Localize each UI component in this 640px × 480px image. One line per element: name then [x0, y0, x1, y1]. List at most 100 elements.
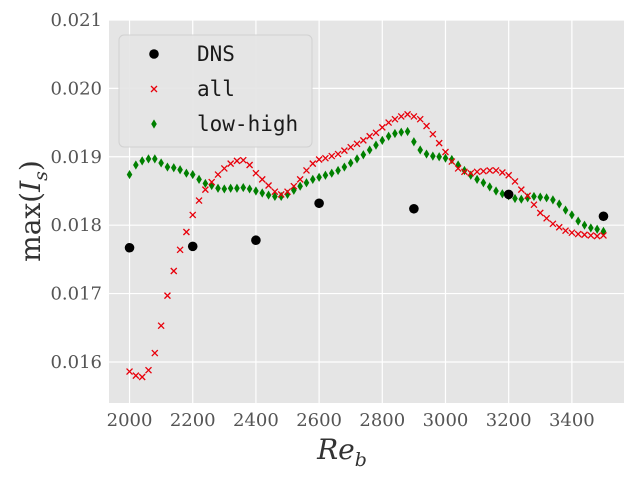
- x-tick-label: 2000: [107, 410, 153, 431]
- x-tick-label: 2400: [233, 410, 279, 431]
- data-point: [556, 199, 563, 209]
- data-point: [550, 195, 556, 205]
- data-point: [479, 167, 487, 175]
- x-tick-label: 2800: [359, 410, 405, 431]
- data-point: [454, 164, 462, 172]
- data-point: [253, 186, 259, 196]
- legend-item: all: [150, 77, 235, 101]
- data-point: [493, 186, 499, 196]
- data-point: [581, 220, 588, 230]
- data-point: [296, 175, 304, 183]
- series-all: [126, 110, 607, 381]
- y-tick-label: 0.016: [50, 352, 102, 373]
- data-point: [215, 183, 221, 193]
- data-point: [196, 174, 202, 184]
- data-point: [436, 152, 442, 162]
- data-point: [334, 150, 342, 158]
- data-point: [574, 230, 582, 238]
- data-point: [372, 129, 380, 137]
- data-point: [473, 168, 481, 176]
- data-point: [251, 235, 261, 246]
- data-point: [347, 158, 354, 168]
- data-point: [531, 191, 537, 202]
- data-point: [328, 168, 335, 178]
- data-point: [423, 122, 430, 130]
- data-point: [549, 220, 557, 228]
- data-point: [379, 135, 386, 145]
- data-point: [385, 131, 392, 141]
- data-point: [303, 178, 310, 188]
- data-point: [598, 211, 609, 222]
- data-point: [126, 368, 133, 375]
- series-DNS: [124, 189, 609, 253]
- data-point: [151, 349, 159, 357]
- y-tick-label: 0.017: [50, 284, 102, 305]
- data-point: [409, 203, 419, 214]
- data-point: [208, 178, 216, 186]
- data-point: [221, 184, 228, 194]
- data-point: [435, 139, 443, 147]
- data-point: [417, 145, 424, 155]
- data-point: [145, 154, 152, 164]
- y-tick-label: 0.018: [50, 215, 102, 236]
- data-point: [416, 115, 424, 123]
- data-point: [303, 167, 310, 174]
- data-point: [124, 242, 135, 253]
- data-point: [340, 147, 348, 155]
- data-point: [187, 241, 198, 252]
- data-point: [512, 193, 518, 204]
- data-point: [321, 154, 329, 162]
- data-point: [524, 192, 532, 200]
- data-point: [391, 115, 399, 123]
- data-point: [335, 165, 341, 176]
- data-point: [227, 183, 234, 193]
- data-point: [398, 127, 405, 137]
- data-point: [410, 112, 418, 120]
- data-point: [366, 132, 374, 140]
- data-point: [328, 152, 336, 160]
- data-point: [246, 184, 253, 194]
- data-point: [588, 223, 594, 233]
- x-tick-label: 2600: [296, 410, 342, 431]
- data-point: [460, 168, 468, 176]
- legend-marker: [149, 49, 159, 59]
- data-point: [322, 170, 329, 180]
- x-tick-label: 3000: [423, 410, 469, 431]
- data-point: [442, 148, 449, 156]
- data-point: [581, 231, 588, 239]
- data-point: [214, 171, 222, 179]
- data-point: [480, 178, 487, 188]
- data-point: [404, 126, 411, 137]
- data-point: [284, 189, 291, 200]
- data-point: [392, 128, 398, 139]
- x-tick-labels: 2000 2200 2400 2600 2800 3000 3200 3400: [107, 410, 595, 431]
- data-point: [195, 197, 203, 205]
- x-tick-label: 3400: [549, 410, 595, 431]
- data-point: [177, 165, 183, 175]
- data-point: [126, 169, 133, 180]
- data-point: [543, 214, 551, 222]
- data-point: [467, 169, 475, 177]
- data-point: [448, 158, 456, 166]
- data-point: [373, 140, 379, 150]
- data-point: [227, 160, 235, 168]
- data-point: [132, 372, 140, 380]
- data-point: [201, 186, 209, 194]
- data-point: [347, 143, 355, 151]
- data-point: [411, 137, 417, 147]
- data-point: [152, 154, 158, 164]
- data-point: [366, 145, 373, 155]
- data-point: [543, 193, 550, 203]
- data-point: [404, 110, 412, 118]
- y-tick-label: 0.020: [50, 78, 102, 99]
- data-point: [524, 193, 531, 203]
- data-point: [309, 160, 317, 168]
- data-point: [139, 156, 145, 166]
- data-point: [183, 168, 190, 178]
- data-point: [341, 162, 348, 172]
- data-point: [164, 162, 171, 172]
- data-point: [593, 232, 601, 240]
- data-point: [587, 231, 595, 239]
- data-point: [385, 119, 393, 127]
